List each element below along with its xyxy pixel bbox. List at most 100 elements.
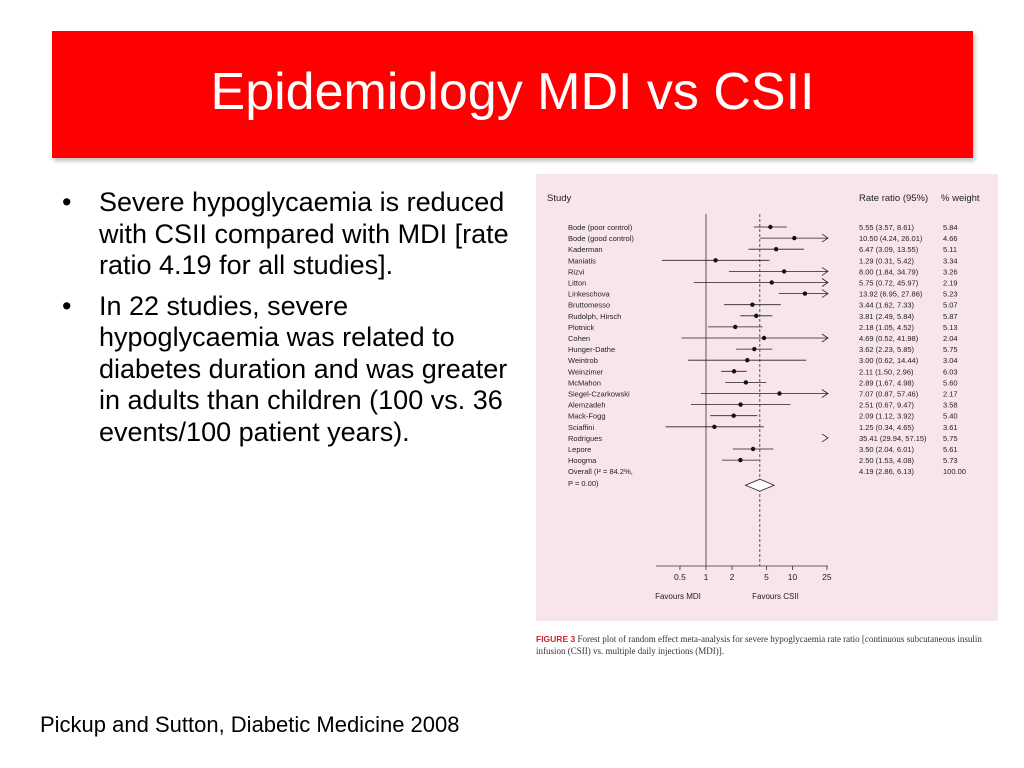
- bullet-dot-icon: •: [62, 187, 72, 217]
- point-estimate: [769, 280, 774, 285]
- study-weight: 2.19: [943, 279, 958, 288]
- overall-ci-text: 4.19 (2.86, 6.13): [859, 467, 915, 476]
- bullet-item: • In 22 studies, severe hypoglycaemia was…: [62, 291, 532, 449]
- study-ci-text: 2.11 (1.50, 2.96): [859, 367, 914, 376]
- study-weight: 5.13: [943, 323, 958, 332]
- study-ci-text: 2.50 (1.53, 4.08): [859, 456, 915, 465]
- point-estimate: [768, 224, 773, 230]
- ci-arrow: [821, 433, 829, 443]
- study-ci-text: 3.81 (2.49, 5.84): [859, 312, 915, 321]
- study-ci-text: 35.41 (29.94, 57.15): [859, 434, 927, 443]
- study-weight: 5.87: [943, 312, 958, 321]
- study-label: Weintrob: [568, 356, 598, 365]
- study-label: Hunger-Dathe: [568, 345, 615, 354]
- study-label: Bruttomesso: [568, 301, 610, 310]
- study-weight: 5.40: [943, 412, 958, 421]
- point-estimate: [713, 258, 718, 263]
- x-label-right: Favours CSII: [752, 592, 799, 601]
- study-label: Siegel-Czarkowski: [568, 390, 630, 399]
- study-label: Kaderman: [568, 245, 603, 254]
- study-weight: 6.03: [943, 367, 958, 376]
- point-estimate: [738, 402, 743, 407]
- study-weight: 5.73: [943, 456, 958, 465]
- point-estimate: [733, 324, 738, 330]
- study-weight: 3.04: [943, 356, 958, 365]
- overall-diamond: [744, 478, 776, 492]
- forest-plot-figure: Study Rate ratio (95%) % weight Bode (poor …: [536, 174, 998, 621]
- study-label: Rizvi: [568, 267, 585, 276]
- study-label: Cohen: [568, 334, 590, 343]
- study-label: Sciaffini: [568, 423, 594, 432]
- study-label: Lepore: [568, 445, 591, 454]
- study-weight: 5.23: [943, 290, 958, 299]
- point-estimate: [750, 302, 755, 307]
- study-weight: 3.26: [943, 267, 958, 276]
- point-estimate: [792, 235, 797, 241]
- point-estimate: [712, 424, 717, 429]
- study-ci-text: 2.09 (1.12, 3.92): [859, 412, 915, 421]
- study-ci-text: 6.47 (3.09, 13.55): [859, 245, 919, 254]
- x-tick-label: 25: [822, 572, 832, 582]
- x-tick-label: 10: [788, 572, 798, 582]
- study-label: Rudolph, Hirsch: [568, 312, 621, 321]
- point-estimate: [731, 413, 736, 418]
- study-ci-text: 10.50 (4.24, 26.01): [859, 234, 923, 243]
- point-estimate: [773, 247, 779, 252]
- x-tick-label: 5: [764, 572, 769, 582]
- overall-weight: 100.00: [943, 467, 966, 476]
- study-weight: 3.58: [943, 401, 958, 410]
- study-weight: 5.60: [943, 378, 958, 387]
- study-ci-text: 5.75 (0.72, 45.97): [859, 279, 919, 288]
- study-label: Rodrigues: [568, 434, 602, 443]
- ci-arrow: [821, 278, 829, 287]
- study-ci-text: 4.69 (0.52, 41.98): [859, 334, 919, 343]
- study-label: Plotnick: [568, 323, 595, 332]
- bullet-item: • Severe hypoglycaemia is reduced with CS…: [62, 187, 532, 282]
- point-estimate: [754, 313, 759, 318]
- study-label: Hoogma: [568, 456, 597, 465]
- slide-title: Epidemiology MDI vs CSII: [210, 63, 815, 121]
- study-ci-text: 3.62 (2.23, 5.85): [859, 345, 915, 354]
- study-label: Bode (poor control): [568, 223, 633, 232]
- x-tick-label: 2: [730, 572, 735, 582]
- caption-text: Forest plot of random effect meta-analys…: [536, 634, 982, 656]
- bullet-text: Severe hypoglycaemia is reduced with CSI…: [99, 187, 509, 280]
- ci-arrow: [821, 267, 829, 276]
- ci-arrow: [821, 233, 829, 243]
- study-ci-text: 1.29 (0.31, 5.42): [859, 256, 915, 265]
- study-ci-text: 3.50 (2.04, 6.01): [859, 445, 915, 454]
- bullet-list: • Severe hypoglycaemia is reduced with CS…: [62, 187, 532, 457]
- study-weight: 2.04: [943, 334, 958, 343]
- bullet-text: In 22 studies, severe hypoglycaemia was …: [99, 290, 508, 447]
- point-estimate: [777, 391, 782, 396]
- header-study: Study: [547, 193, 572, 204]
- study-label: Litton: [568, 279, 586, 288]
- overall-label: Overall (I² = 84.2%,: [568, 467, 633, 476]
- study-weight: 5.11: [943, 245, 957, 254]
- figure-caption: FIGURE 3 Forest plot of random effect me…: [536, 633, 1006, 657]
- study-weight: 5.75: [943, 345, 958, 354]
- study-weight: 4.66: [943, 234, 958, 243]
- study-weight: 2.17: [943, 390, 958, 399]
- study-ci-text: 13.92 (6.95, 27.86): [859, 290, 923, 299]
- study-ci-text: 3.44 (1.62, 7.33): [859, 301, 915, 310]
- point-estimate: [743, 380, 749, 385]
- study-ci-text: 3.00 (0.62, 14.44): [859, 356, 919, 365]
- point-estimate: [802, 291, 808, 296]
- study-ci-text: 2.18 (1.05, 4.52): [859, 323, 915, 332]
- header-rate-ratio: Rate ratio (95%): [859, 193, 928, 204]
- study-label: Maniatis: [568, 256, 596, 265]
- title-bar: Epidemiology MDI vs CSII: [52, 31, 973, 158]
- study-weight: 5.61: [943, 445, 958, 454]
- study-weight: 3.61: [943, 423, 958, 432]
- x-tick-label: 1: [704, 572, 709, 582]
- study-weight: 5.84: [943, 223, 958, 232]
- study-ci-text: 1.25 (0.34, 4.65): [859, 423, 915, 432]
- study-ci-text: 7.07 (0.87, 57.46): [859, 390, 919, 399]
- study-ci-text: 5.55 (3.57, 8.61): [859, 223, 915, 232]
- point-estimate: [738, 457, 743, 463]
- study-label: McMahon: [568, 378, 601, 387]
- study-label: Weinzimer: [568, 367, 604, 376]
- study-label: Bode (good control): [568, 234, 634, 243]
- study-label: Alemzadeh: [568, 401, 606, 410]
